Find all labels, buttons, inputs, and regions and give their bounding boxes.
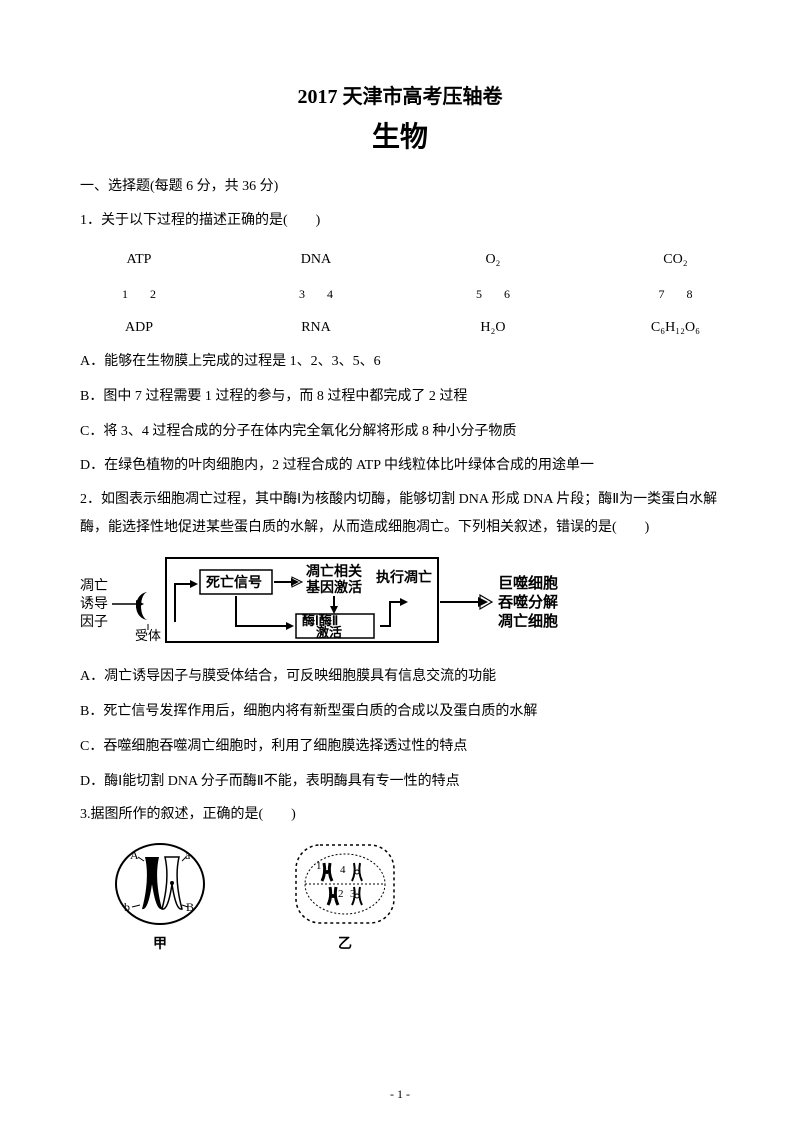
svg-text:b: b: [124, 900, 130, 914]
q2-receptor-label: 受体: [135, 628, 161, 643]
exam-title-line1: 2017 天津市高考压轴卷: [80, 80, 720, 109]
q1-pair-4: CO₂ 7 8 C₆H₁₂O₆: [651, 251, 700, 337]
q2-stem: 2．如图表示细胞凋亡过程，其中酶Ⅰ为核酸内切酶，能够切割 DNA 形成 DNA …: [80, 486, 720, 542]
q2-left-l2: 诱导: [80, 596, 108, 612]
q1-option-b: B．图中 7 过程需要 1 过程的参与，而 8 过程中都完成了 2 过程: [80, 382, 720, 413]
q2-left-l1: 凋亡: [80, 578, 108, 594]
q2-figure: 凋亡 诱导 因子 受体 死亡信号 凋亡相关 基因激活 酶Ⅰ酶Ⅱ 激活: [80, 552, 720, 652]
svg-text:a: a: [185, 848, 191, 862]
exam-title-line2: 生物: [80, 115, 720, 155]
q1-option-a: A．能够在生物膜上完成的过程是 1、2、3、5、6: [80, 347, 720, 378]
q3-figure: A a b B 甲 1 4: [80, 839, 720, 953]
q1-figure: ATP 1 2 ADP DNA 3 4 RNA O₂ 5 6 H₂O CO₂: [80, 245, 720, 347]
q1-pair-4-left-num: 7: [658, 287, 664, 302]
q2-right-l3: 凋亡细胞: [498, 612, 558, 630]
q1-option-c: C．将 3、4 过程合成的分子在体内完全氧化分解将形成 8 种小分子物质: [80, 417, 720, 448]
svg-text:3: 3: [350, 888, 356, 900]
svg-text:4: 4: [340, 864, 346, 876]
page-number: - 1 -: [0, 1087, 800, 1102]
q1-pair-1: ATP 1 2 ADP: [120, 251, 158, 337]
q3-cell-left: A a b B 甲: [110, 839, 210, 953]
q2-gene-l2: 基因激活: [306, 579, 362, 596]
q3-stem: 3.据图所作的叙述，正确的是( ): [80, 801, 720, 829]
q2-exec: 执行凋亡: [376, 569, 432, 586]
q2-option-c: C．吞噬细胞吞噬凋亡细胞时，利用了细胞膜选择透过性的特点: [80, 732, 720, 763]
q1-pair-4-bottom: C₆H₁₂O₆: [651, 319, 700, 337]
q3-caption-left: 甲: [153, 933, 167, 953]
q1-pair-3: O₂ 5 6 H₂O: [474, 251, 512, 337]
svg-text:1: 1: [316, 860, 322, 872]
q1-pair-2-top: DNA: [301, 251, 331, 269]
q1-pair-1-left-num: 1: [122, 287, 128, 302]
q2-option-a: A．凋亡诱导因子与膜受体结合，可反映细胞膜具有信息交流的功能: [80, 662, 720, 693]
q1-pair-2: DNA 3 4 RNA: [297, 251, 335, 337]
q1-pair-1-right-num: 2: [150, 287, 156, 302]
q2-options: A．凋亡诱导因子与膜受体结合，可反映细胞膜具有信息交流的功能 B．死亡信号发挥作…: [80, 662, 720, 797]
svg-text:A: A: [130, 848, 139, 862]
q1-pair-2-bottom: RNA: [301, 319, 331, 337]
q2-option-d: D．酶Ⅰ能切割 DNA 分子而酶Ⅱ不能，表明酶具有专一性的特点: [80, 767, 720, 798]
q1-pair-3-left-num: 5: [476, 287, 482, 302]
q1-pair-3-right-num: 6: [504, 287, 510, 302]
q1-stem: 1．关于以下过程的描述正确的是( ): [80, 207, 720, 235]
q3-caption-right: 乙: [338, 933, 352, 953]
q1-pair-3-top: O₂: [485, 251, 500, 269]
svg-text:2: 2: [338, 888, 344, 900]
q1-pair-2-left-num: 3: [299, 287, 305, 302]
q1-pair-2-right-num: 4: [327, 287, 333, 302]
q3-cell-right: 1 4 2 3 乙: [290, 839, 400, 953]
q2-right-l2: 吞噬分解: [497, 593, 558, 611]
q1-pair-3-bottom: H₂O: [480, 319, 505, 337]
q1-pair-1-bottom: ADP: [125, 319, 153, 337]
q2-gene-l1: 凋亡相关: [306, 563, 362, 580]
q2-death-signal: 死亡信号: [205, 574, 262, 591]
q2-right-l1: 巨噬细胞: [498, 574, 558, 592]
q1-pair-1-top: ATP: [127, 251, 152, 269]
q2-option-b: B．死亡信号发挥作用后，细胞内将有新型蛋白质的合成以及蛋白质的水解: [80, 697, 720, 728]
section-heading: 一、选择题(每题 6 分，共 36 分): [80, 175, 720, 195]
q1-options: A．能够在生物膜上完成的过程是 1、2、3、5、6 B．图中 7 过程需要 1 …: [80, 347, 720, 482]
q2-left-l3: 因子: [80, 614, 108, 630]
q1-pair-4-right-num: 8: [686, 287, 692, 302]
q1-pair-4-top: CO₂: [663, 251, 687, 269]
q2-enzyme-l2: 激活: [316, 625, 342, 640]
q1-option-d: D．在绿色植物的叶肉细胞内，2 过程合成的 ATP 中线粒体比叶绿体合成的用途单…: [80, 451, 720, 482]
